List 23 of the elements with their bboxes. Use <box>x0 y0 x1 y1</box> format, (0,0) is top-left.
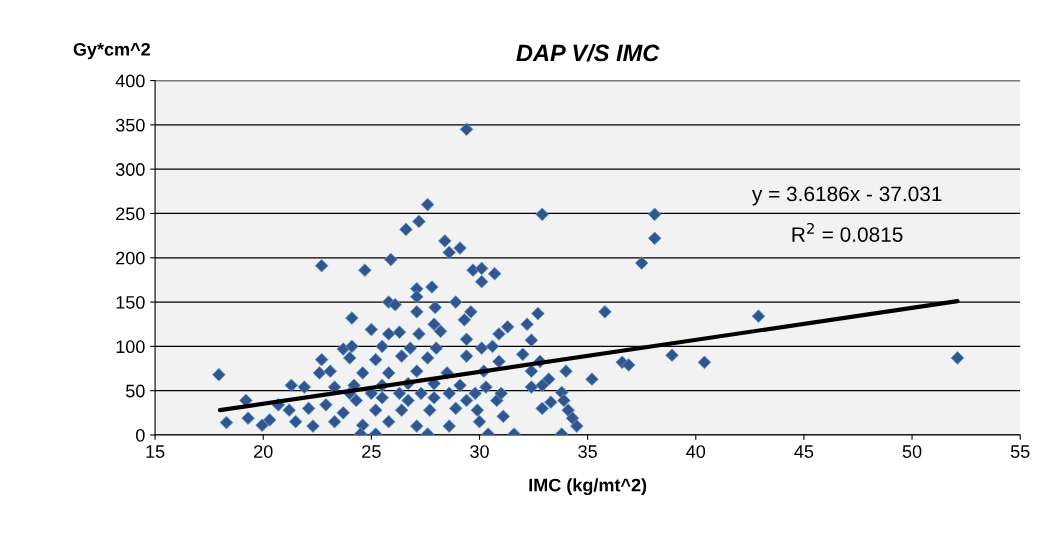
annotation: y = 3.6186x - 37.031 <box>751 186 942 206</box>
y-axis-title: Gy*cm^2 <box>73 42 150 60</box>
x-tick-label: 55 <box>1010 445 1030 458</box>
y-tick-label: 50 <box>126 384 145 398</box>
y-tick-label: 150 <box>116 296 145 309</box>
x-axis-title: IMC (kg/mt^2) <box>529 478 647 496</box>
y-tick-label: 300 <box>115 163 145 176</box>
x-tick-label: 30 <box>470 445 489 458</box>
y-tick-label: 100 <box>116 340 145 354</box>
x-tick-label: 25 <box>362 445 381 458</box>
chart-title: DAP V/S IMC <box>516 43 660 62</box>
annotation: R$^{2}$ = 0.0815 <box>792 222 903 242</box>
x-tick-label: 20 <box>254 445 273 458</box>
x-tick-label: 35 <box>578 445 597 458</box>
y-tick-label: 0 <box>136 428 145 442</box>
x-tick-label: 15 <box>146 445 165 458</box>
y-tick-label: 400 <box>115 74 145 88</box>
y-tick-label: 250 <box>116 207 145 221</box>
x-tick-label: 40 <box>686 445 706 458</box>
x-tick-label: 45 <box>794 445 814 458</box>
y-tick-label: 200 <box>116 251 145 265</box>
y-tick-label: 350 <box>115 118 145 132</box>
x-tick-label: 50 <box>902 445 922 458</box>
